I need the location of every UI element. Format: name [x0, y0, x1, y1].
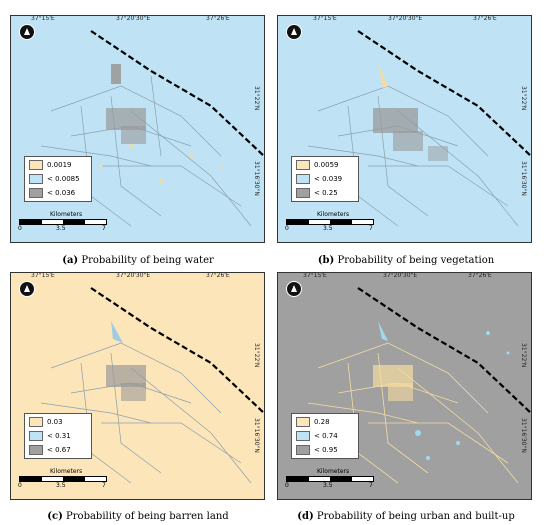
legend-swatch-mid [296, 174, 310, 184]
north-arrow-icon [19, 281, 35, 297]
scale-bar: Kilometers 0 3.5 7 [283, 211, 393, 237]
legend-label-low: 0.0019 [47, 161, 72, 169]
scale-tick-0: 0 [18, 225, 22, 232]
map-panel-vegetation: 37°15'E 37°20'30"E 37°26'E 31°22'N 31°16… [277, 15, 532, 243]
scale-tick-1: 3.5 [56, 482, 66, 489]
lat-label-2: 31°16'30"N [253, 161, 260, 196]
map-panel-water: 37°15'E 37°20'30"E 37°26'E 31°22'N 31°16… [10, 15, 265, 243]
legend-swatch-low [296, 160, 310, 170]
scale-tick-0: 0 [285, 482, 289, 489]
legend-label-high: < 0.036 [47, 189, 76, 197]
legend-label-low: 0.28 [314, 418, 330, 426]
scale-title: Kilometers [317, 211, 350, 218]
lon-label-3: 37°26'E [206, 15, 230, 22]
scale-tick-1: 3.5 [323, 482, 333, 489]
lat-label-2: 31°16'30"N [253, 418, 260, 453]
lat-label-1: 31°22'N [253, 86, 260, 111]
legend: 0.03 < 0.31 < 0.67 [24, 413, 92, 459]
lon-label-2: 37°20'30"E [116, 15, 151, 22]
map-panel-barren: 37°15'E 37°20'30"E 37°26'E 31°22'N 31°16… [10, 272, 265, 500]
scale-tick-2: 7 [369, 482, 373, 489]
legend-swatch-high [29, 445, 43, 455]
caption-d: (d) Probability of being urban and built… [297, 511, 515, 522]
scale-tick-2: 7 [102, 225, 106, 232]
scale-title: Kilometers [50, 468, 83, 475]
lon-label-3: 37°26'E [473, 15, 497, 22]
lat-label-2: 31°16'30"N [520, 161, 527, 196]
lon-label-1: 37°15'E [31, 15, 55, 22]
lon-label-1: 37°15'E [303, 272, 327, 279]
scale-bar: Kilometers 0 3.5 7 [16, 468, 126, 494]
caption-c: (c) Probability of being barren land [47, 511, 229, 522]
legend-label-mid: < 0.039 [314, 175, 343, 183]
legend-swatch-high [29, 188, 43, 198]
north-arrow-icon [286, 281, 302, 297]
lat-label-1: 31°22'N [520, 86, 527, 111]
legend-label-mid: < 0.31 [47, 432, 71, 440]
scale-tick-2: 7 [369, 225, 373, 232]
lon-label-2: 37°20'30"E [388, 15, 423, 22]
legend-swatch-mid [29, 431, 43, 441]
legend-label-mid: < 0.74 [314, 432, 338, 440]
legend-swatch-low [296, 417, 310, 427]
north-arrow-icon [286, 24, 302, 40]
scale-tick-0: 0 [18, 482, 22, 489]
map-vegetation [278, 16, 531, 242]
scale-tick-1: 3.5 [323, 225, 333, 232]
legend-swatch-low [29, 417, 43, 427]
legend: 0.0059 < 0.039 < 0.25 [291, 156, 359, 202]
scale-tick-2: 7 [102, 482, 106, 489]
scale-title: Kilometers [50, 211, 83, 218]
lat-label-2: 31°16'30"N [520, 418, 527, 453]
map-panel-urban: 37°15'E 37°20'30"E 37°26'E 31°22'N 31°16… [277, 272, 532, 500]
lon-label-3: 37°26'E [206, 272, 230, 279]
legend-swatch-high [296, 188, 310, 198]
scale-tick-1: 3.5 [56, 225, 66, 232]
legend-label-high: < 0.67 [47, 446, 71, 454]
lon-label-3: 37°26'E [468, 272, 492, 279]
scale-bar: Kilometers 0 3.5 7 [283, 468, 393, 494]
map-water [11, 16, 264, 242]
lon-label-1: 37°15'E [313, 15, 337, 22]
legend-label-high: < 0.25 [314, 189, 338, 197]
legend: 0.28 < 0.74 < 0.95 [291, 413, 359, 459]
lon-label-1: 37°15'E [31, 272, 55, 279]
map-barren [11, 273, 264, 499]
legend-label-low: 0.0059 [314, 161, 339, 169]
lon-label-2: 37°20'30"E [116, 272, 151, 279]
legend-swatch-low [29, 160, 43, 170]
legend-label-high: < 0.95 [314, 446, 338, 454]
legend: 0.0019 < 0.0085 < 0.036 [24, 156, 92, 202]
legend-swatch-mid [29, 174, 43, 184]
north-arrow-icon [19, 24, 35, 40]
scale-tick-0: 0 [285, 225, 289, 232]
legend-label-mid: < 0.0085 [47, 175, 80, 183]
legend-label-low: 0.03 [47, 418, 63, 426]
scale-title: Kilometers [317, 468, 350, 475]
map-urban [278, 273, 531, 499]
scale-bar: Kilometers 0 3.5 7 [16, 211, 126, 237]
lon-label-2: 37°20'30"E [383, 272, 418, 279]
caption-a: (a) Probability of being water [62, 255, 214, 266]
legend-swatch-high [296, 445, 310, 455]
caption-b: (b) Probability of being vegetation [317, 255, 495, 266]
legend-swatch-mid [296, 431, 310, 441]
lat-label-1: 31°22'N [520, 343, 527, 368]
lat-label-1: 31°22'N [253, 343, 260, 368]
